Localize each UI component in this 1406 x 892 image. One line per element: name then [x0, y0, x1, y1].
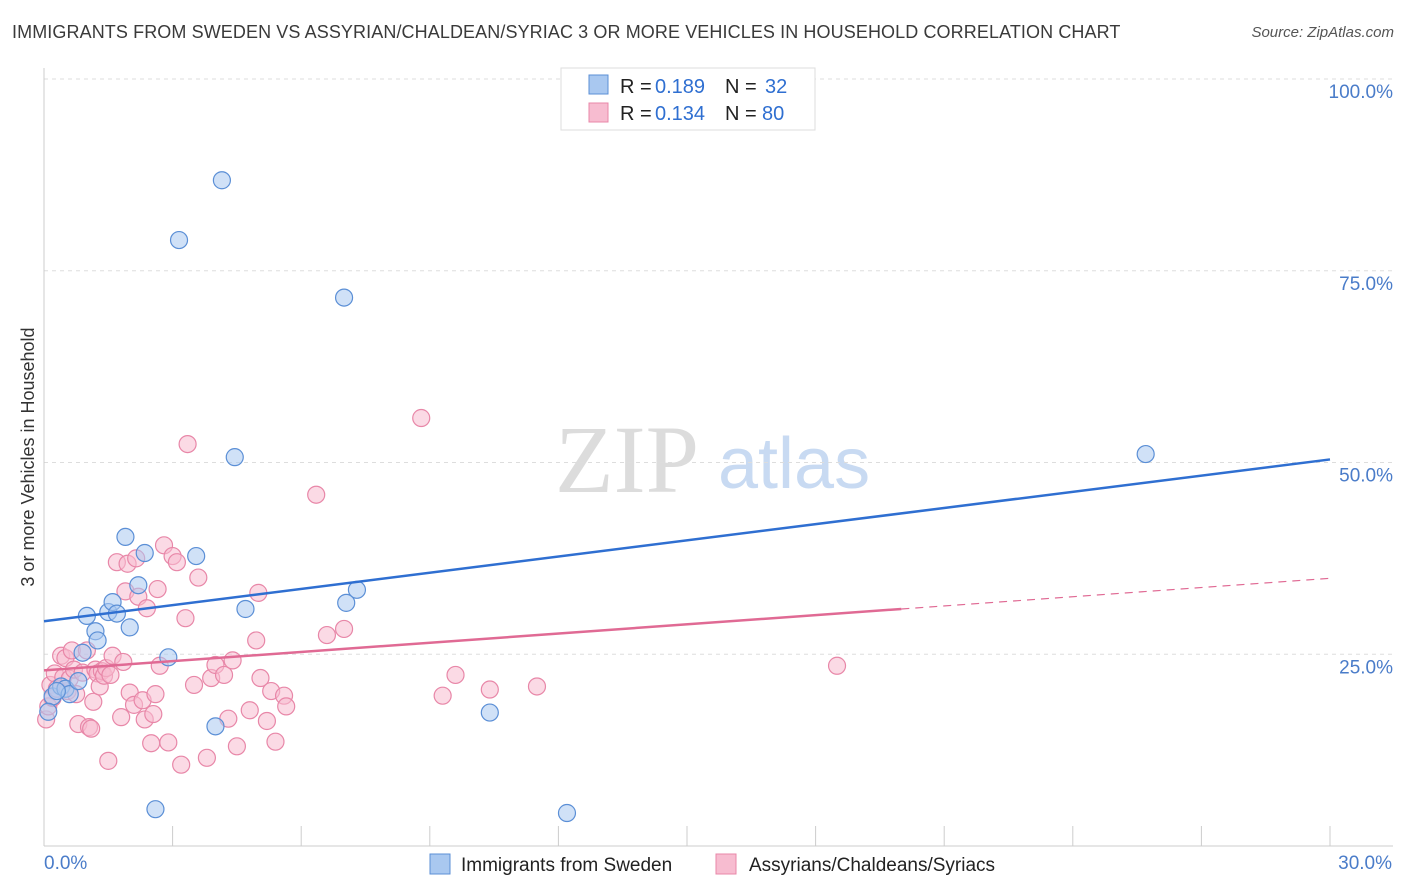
legend-r-value-sweden: 0.189 — [655, 76, 705, 98]
x-axis-ticks — [43, 826, 1331, 846]
legend-r-label-assyrian: R = — [620, 103, 652, 125]
legend-r-label-sweden: R = — [620, 76, 652, 98]
assyrian-point — [412, 408, 431, 428]
series-sweden-points — [39, 171, 1155, 823]
assyrian-point — [189, 568, 208, 587]
assyrian-point — [433, 686, 452, 705]
assyrian-point — [112, 708, 131, 727]
bottom-legend-label-assyrian: Assyrians/Chaldeans/Syriacs — [749, 855, 995, 876]
sweden-point — [206, 717, 225, 736]
stats-legend: R = 0.189 N = 32 R = 0.134 N = 80 — [560, 67, 816, 131]
sweden-point — [135, 543, 154, 563]
assyrian-point — [223, 651, 242, 670]
bottom-legend-swatch-assyrian — [715, 853, 737, 875]
legend-n-value-assyrian: 80 — [762, 103, 784, 125]
sweden-point — [129, 576, 148, 595]
assyrian-point — [251, 668, 270, 688]
x-tick-label-max: 30.0% — [1338, 853, 1392, 874]
source-credit: Source: ZipAtlas.com — [1251, 24, 1394, 41]
assyrian-point — [480, 680, 499, 699]
sweden-point — [1136, 444, 1155, 464]
assyrian-point — [148, 579, 167, 599]
sweden-point — [146, 800, 165, 819]
assyrian-point — [240, 701, 259, 720]
legend-r-value-assyrian: 0.134 — [655, 103, 705, 125]
watermark-zip: ZIP — [555, 406, 699, 513]
bottom-legend-swatch-sweden — [429, 853, 451, 875]
assyrian-point — [142, 734, 161, 753]
sweden-point — [116, 527, 135, 546]
legend-swatch-sweden — [588, 74, 609, 95]
assyrian-point — [146, 685, 165, 704]
sweden-point — [47, 681, 66, 701]
sweden-point — [69, 671, 88, 691]
assyrian-point — [167, 553, 186, 572]
assyrian-point — [227, 737, 246, 756]
y-tick-label-100: 100.0% — [1329, 82, 1394, 103]
assyrian-point — [257, 711, 277, 731]
assyrian-point — [266, 732, 285, 751]
watermark-atlas: atlas — [718, 424, 870, 504]
assyrian-point — [197, 748, 216, 767]
assyrian-point — [101, 665, 120, 685]
sweden-point — [236, 599, 255, 619]
sweden-point — [334, 288, 354, 307]
assyrian-point — [317, 625, 337, 645]
sweden-point — [73, 643, 92, 662]
sweden-point — [225, 448, 244, 467]
assyrian-point — [84, 692, 103, 711]
sweden-point — [557, 803, 577, 823]
sweden-point — [480, 703, 499, 722]
assyrian-point — [99, 751, 118, 770]
assyrian-point — [114, 652, 133, 672]
sweden-point — [88, 631, 107, 650]
assyrian-point — [82, 719, 101, 738]
assyrian-point — [214, 665, 234, 685]
y-tick-label-25: 25.0% — [1339, 657, 1393, 678]
assyrian-point — [176, 609, 195, 628]
sweden-point — [337, 593, 356, 612]
sweden-point — [39, 702, 58, 721]
assyrian-point — [334, 619, 354, 639]
sweden-point — [187, 546, 206, 566]
sweden-point — [169, 230, 189, 250]
assyrian-point — [446, 665, 465, 685]
assyrian-point — [184, 675, 204, 695]
sweden-point — [212, 171, 231, 190]
sweden-point — [120, 618, 139, 637]
assyrian-point — [247, 631, 266, 650]
chart-title: IMMIGRANTS FROM SWEDEN VS ASSYRIAN/CHALD… — [12, 22, 1121, 42]
y-tick-label-75: 75.0% — [1339, 274, 1393, 295]
legend-n-label-sweden: N = — [725, 76, 757, 98]
series-legend: Immigrants from Sweden Assyrians/Chaldea… — [429, 853, 995, 876]
y-axis-title: 3 or more Vehicles in Household — [18, 327, 38, 586]
trend-line-assyrian — [43, 607, 902, 672]
assyrian-point — [527, 677, 547, 696]
legend-n-label-assyrian: N = — [725, 103, 757, 125]
y-tick-label-50: 50.0% — [1339, 466, 1393, 487]
y-axis-tick-labels: 25.0% 50.0% 75.0% 100.0% — [1329, 82, 1394, 678]
assyrian-point — [172, 755, 191, 774]
assyrian-point — [827, 656, 847, 675]
assyrian-point — [178, 434, 197, 454]
x-tick-label-min: 0.0% — [44, 853, 87, 874]
gridlines — [44, 78, 1393, 655]
trend-lines — [43, 458, 1331, 672]
trend-line-assyrian-projection — [901, 577, 1331, 610]
sweden-point — [159, 648, 178, 667]
bottom-legend-label-sweden: Immigrants from Sweden — [461, 855, 672, 876]
assyrian-point — [144, 704, 163, 724]
legend-swatch-assyrian — [588, 102, 609, 123]
assyrian-point — [277, 697, 296, 716]
legend-n-value-sweden: 32 — [765, 76, 787, 98]
trend-line-sweden — [43, 458, 1331, 623]
assyrian-point — [307, 485, 326, 504]
assyrian-point — [159, 733, 178, 752]
